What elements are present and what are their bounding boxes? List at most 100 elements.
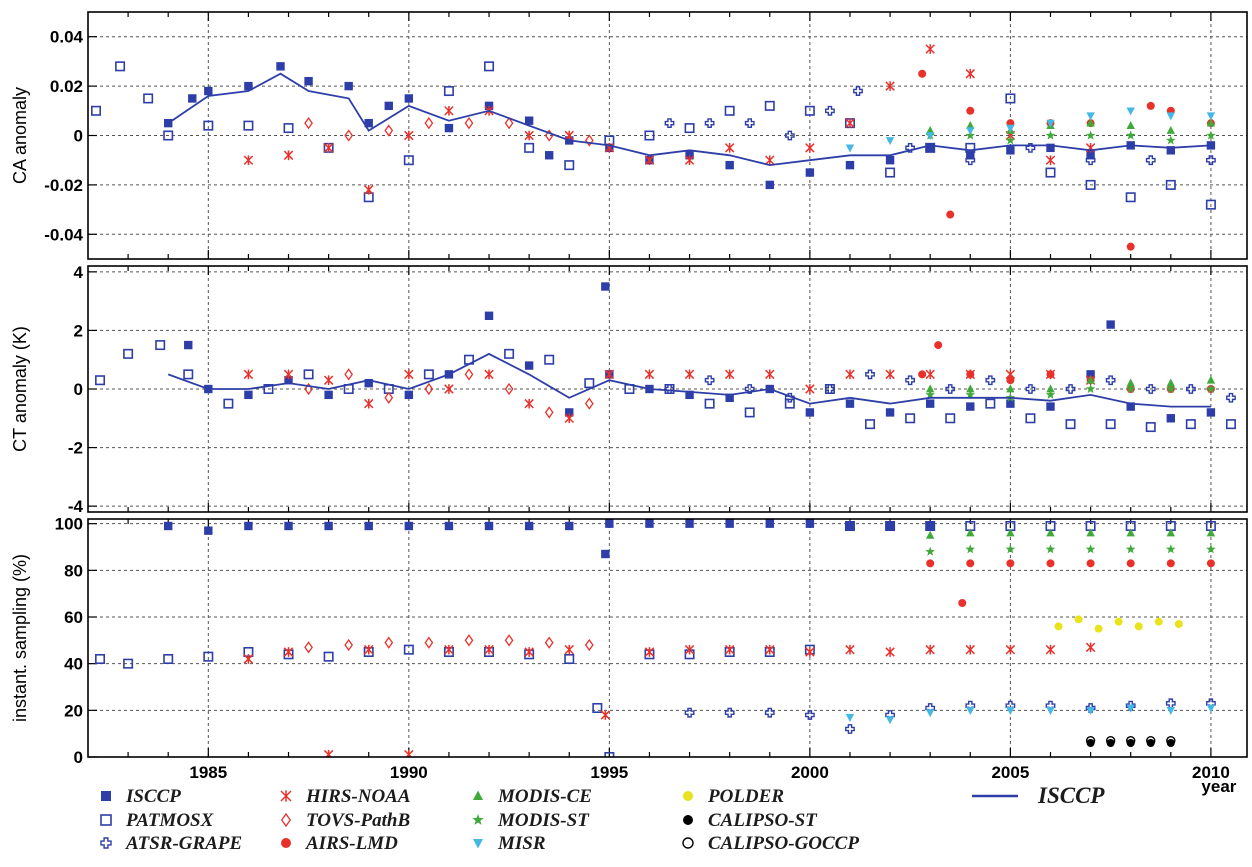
data-point [1206, 141, 1216, 150]
data-point [1166, 112, 1176, 121]
data-point [1126, 559, 1135, 568]
data-point [925, 520, 936, 531]
data-point [1166, 735, 1176, 746]
legend-label: ISCCP [125, 786, 181, 807]
data-point [1045, 644, 1056, 655]
data-point [845, 724, 855, 734]
data-point [926, 559, 935, 568]
data-point [1006, 384, 1015, 393]
line-isccp [167, 352, 1211, 408]
data-point [1166, 559, 1175, 568]
data-point [865, 369, 875, 380]
legend-item-modis-st: MODIS-ST [472, 810, 590, 831]
legend-marker [682, 837, 694, 849]
data-point [684, 369, 695, 380]
data-point [1146, 101, 1155, 110]
series-tovs-pathb [304, 634, 594, 654]
series-hirs-noaa [243, 369, 1096, 424]
data-point [845, 521, 855, 531]
data-point [644, 155, 655, 166]
data-point [885, 408, 895, 417]
series-tovs-pathb [304, 368, 594, 419]
data-point [1126, 704, 1135, 713]
data-point [444, 384, 454, 394]
data-point [464, 116, 474, 130]
series-modis-ce [925, 528, 1216, 539]
data-point [805, 384, 815, 394]
data-point [565, 521, 574, 531]
legend-item-patmosx: PATMOSX [100, 810, 215, 831]
series-hirs-noaa [243, 44, 1096, 195]
x-tick-label: 1990 [390, 763, 428, 782]
data-point [985, 398, 996, 409]
series-isccp [184, 282, 1216, 423]
data-point [283, 150, 294, 161]
data-point [484, 61, 495, 72]
data-point [91, 105, 102, 116]
data-point [1086, 559, 1095, 568]
data-point [524, 130, 534, 141]
data-point [925, 132, 935, 141]
data-point [945, 384, 956, 394]
data-point [725, 160, 734, 170]
plot-frame [87, 11, 1248, 260]
data-point [644, 130, 655, 141]
data-point [966, 121, 975, 129]
legend-marker [280, 812, 292, 828]
data-point [524, 398, 534, 409]
data-point [443, 86, 454, 97]
data-point [323, 375, 334, 386]
data-point [1125, 544, 1136, 554]
data-point [925, 143, 935, 153]
data-point [825, 105, 835, 116]
data-point [1005, 644, 1016, 655]
data-point [885, 521, 895, 531]
data-point [644, 369, 655, 380]
data-point [1154, 617, 1163, 626]
data-point [484, 521, 494, 531]
data-point [484, 369, 494, 380]
data-point [1166, 528, 1176, 537]
legend-item-calipso-goccp: CALIPSO-GOCCP [682, 833, 859, 854]
data-point [504, 634, 514, 647]
y-tick-label: 0 [74, 127, 83, 146]
data-point [1166, 544, 1176, 554]
data-point [464, 634, 474, 647]
data-point [1005, 544, 1016, 554]
data-point [1065, 384, 1076, 394]
data-point [524, 116, 534, 125]
y-tick-label: 40 [64, 655, 83, 674]
data-point [1046, 528, 1055, 537]
data-point [484, 311, 494, 320]
data-point [885, 716, 895, 725]
data-point [925, 384, 935, 393]
y-tick-label: 80 [64, 561, 83, 580]
data-point [524, 521, 534, 531]
data-point [1006, 376, 1015, 385]
data-point [1125, 192, 1136, 203]
data-point [123, 348, 134, 359]
data-point [784, 398, 795, 409]
chart-panels: -0.04 -0.02 0 0.02 0.04 CA anomaly -4 -2 0 2 4 CT a… [10, 11, 1248, 796]
data-point [966, 127, 975, 136]
data-point [765, 644, 775, 655]
data-point [1166, 739, 1175, 747]
data-point [504, 116, 514, 130]
data-point [966, 559, 975, 568]
plot-area [95, 282, 1236, 433]
data-point [1166, 414, 1176, 423]
data-point [945, 413, 956, 424]
data-point [1086, 370, 1095, 379]
data-point [384, 101, 393, 111]
data-point [203, 651, 214, 662]
data-point [845, 713, 855, 722]
data-point [1086, 118, 1095, 127]
y-tick-label: -2 [68, 439, 83, 458]
data-point [1074, 615, 1083, 624]
data-point [985, 375, 996, 386]
data-point [143, 93, 154, 104]
data-point [1046, 370, 1055, 379]
data-point [724, 644, 735, 655]
data-point [918, 370, 927, 379]
